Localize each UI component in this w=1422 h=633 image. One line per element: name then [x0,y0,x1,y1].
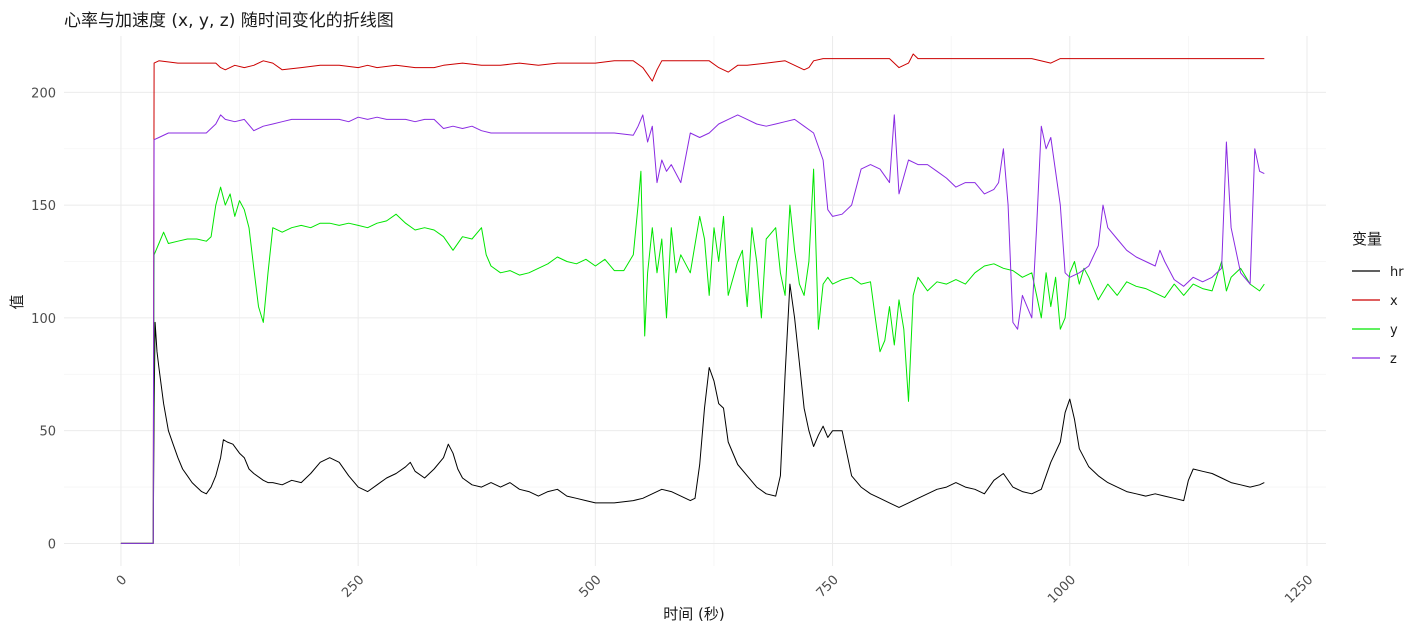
legend: 变量 hr xyz [1352,230,1404,367]
x-axis-ticks: 0 250 500 750 1000 1250 [114,573,1317,607]
x-axis-title: 时间 (秒) [663,605,724,623]
y-tick-label: 50 [39,425,56,440]
series-line-x [120,53,1265,544]
chart-title: 心率与加速度 (x, y, z) 随时间变化的折线图 [64,11,394,31]
major-grid [64,36,1326,566]
legend-label-hr: hr [1390,265,1404,280]
y-tick-label: 100 [31,312,56,327]
series-line-hr [120,283,1265,544]
x-tick-label: 1000 [1045,573,1079,607]
legend-label-x: x [1390,294,1398,309]
minor-grid [64,36,1326,566]
x-tick-label: 1250 [1282,573,1316,607]
x-tick-label: 750 [814,573,842,601]
y-tick-label: 0 [48,537,56,552]
legend-label-z: z [1390,352,1397,367]
x-tick-label: 0 [114,573,130,589]
legend-label-y: y [1390,323,1398,338]
y-tick-label: 150 [31,199,56,214]
y-tick-label: 200 [31,86,56,101]
series-line-z [120,114,1265,544]
plot-series [120,53,1265,544]
legend-items: hr xyz [1352,265,1404,367]
x-tick-label: 500 [576,573,604,601]
y-axis-title: 值 [8,294,26,309]
y-axis-ticks: 0 50 100 150 200 [31,86,56,552]
series-line-y [120,168,1265,544]
legend-title: 变量 [1352,230,1382,248]
x-tick-label: 250 [339,573,367,601]
